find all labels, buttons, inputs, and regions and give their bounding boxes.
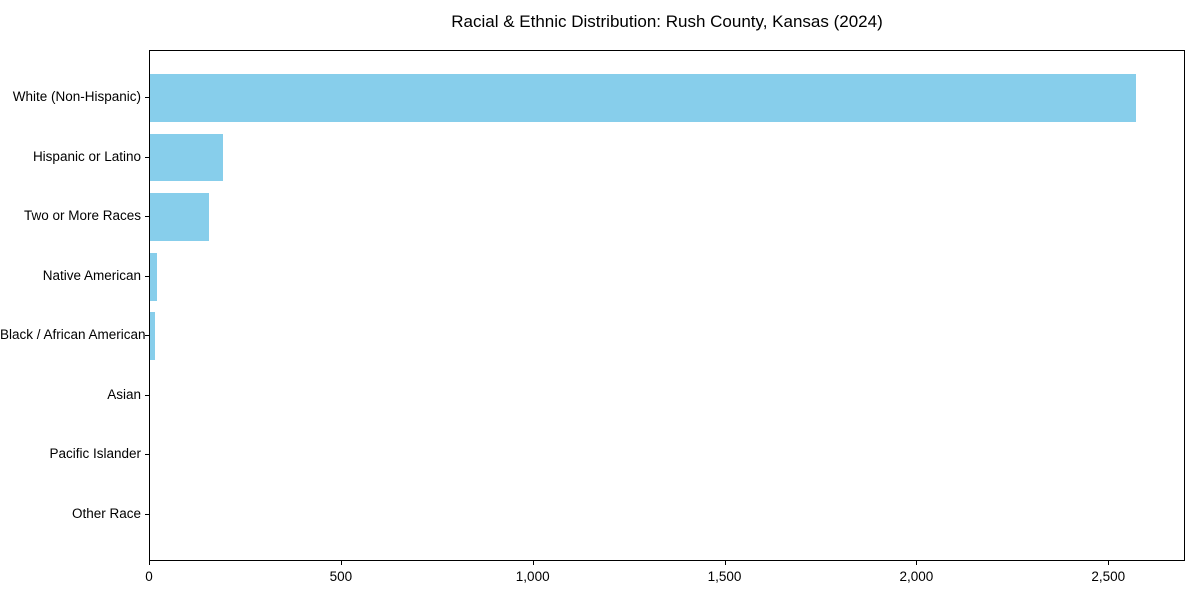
y-axis-label-hispanic-or-latino: Hispanic or Latino [32,148,141,164]
y-tick-mark [145,514,149,515]
x-tick-mark [149,561,150,565]
x-tick-mark [725,561,726,565]
y-tick-mark [145,395,149,396]
x-axis-tick-label-2-500: 2,500 [1091,569,1126,584]
x-tick-mark [533,561,534,565]
y-axis-label-two-or-more-races: Two or More Races [23,208,141,224]
x-axis-tick-label-2-000: 2,000 [899,569,934,584]
y-tick-mark [145,216,149,217]
y-tick-mark [145,454,149,455]
y-axis-label-native-american: Native American [42,267,141,283]
bar-hispanic-or-latino [150,133,223,182]
y-axis-label-asian: Asian [107,386,141,402]
y-tick-mark [145,157,149,158]
x-axis-tick-label-500: 500 [329,569,353,584]
x-tick-mark [916,561,917,565]
y-axis-label-white-non-hispanic: White (Non-Hispanic) [12,89,141,105]
y-tick-mark [145,97,149,98]
x-tick-mark [341,561,342,565]
y-axis-label-other-race: Other Race [71,505,141,521]
bar-black-african-american [150,312,155,361]
x-axis-tick-label-1-000: 1,000 [515,569,550,584]
chart-title: Racial & Ethnic Distribution: Rush Count… [451,12,883,31]
x-axis-tick-label-0: 0 [145,569,153,584]
plot-area [149,50,1185,561]
bar-native-american [150,252,157,301]
y-tick-mark [145,335,149,336]
y-tick-mark [145,276,149,277]
bar-two-or-more-races [150,193,210,241]
bar-white-non-hispanic [150,74,1137,122]
x-tick-mark [1108,561,1109,565]
y-axis-label-black-african-american: Black / African American [0,327,146,343]
x-axis-tick-label-1-500: 1,500 [707,569,742,584]
y-axis-label-pacific-islander: Pacific Islander [49,446,141,462]
